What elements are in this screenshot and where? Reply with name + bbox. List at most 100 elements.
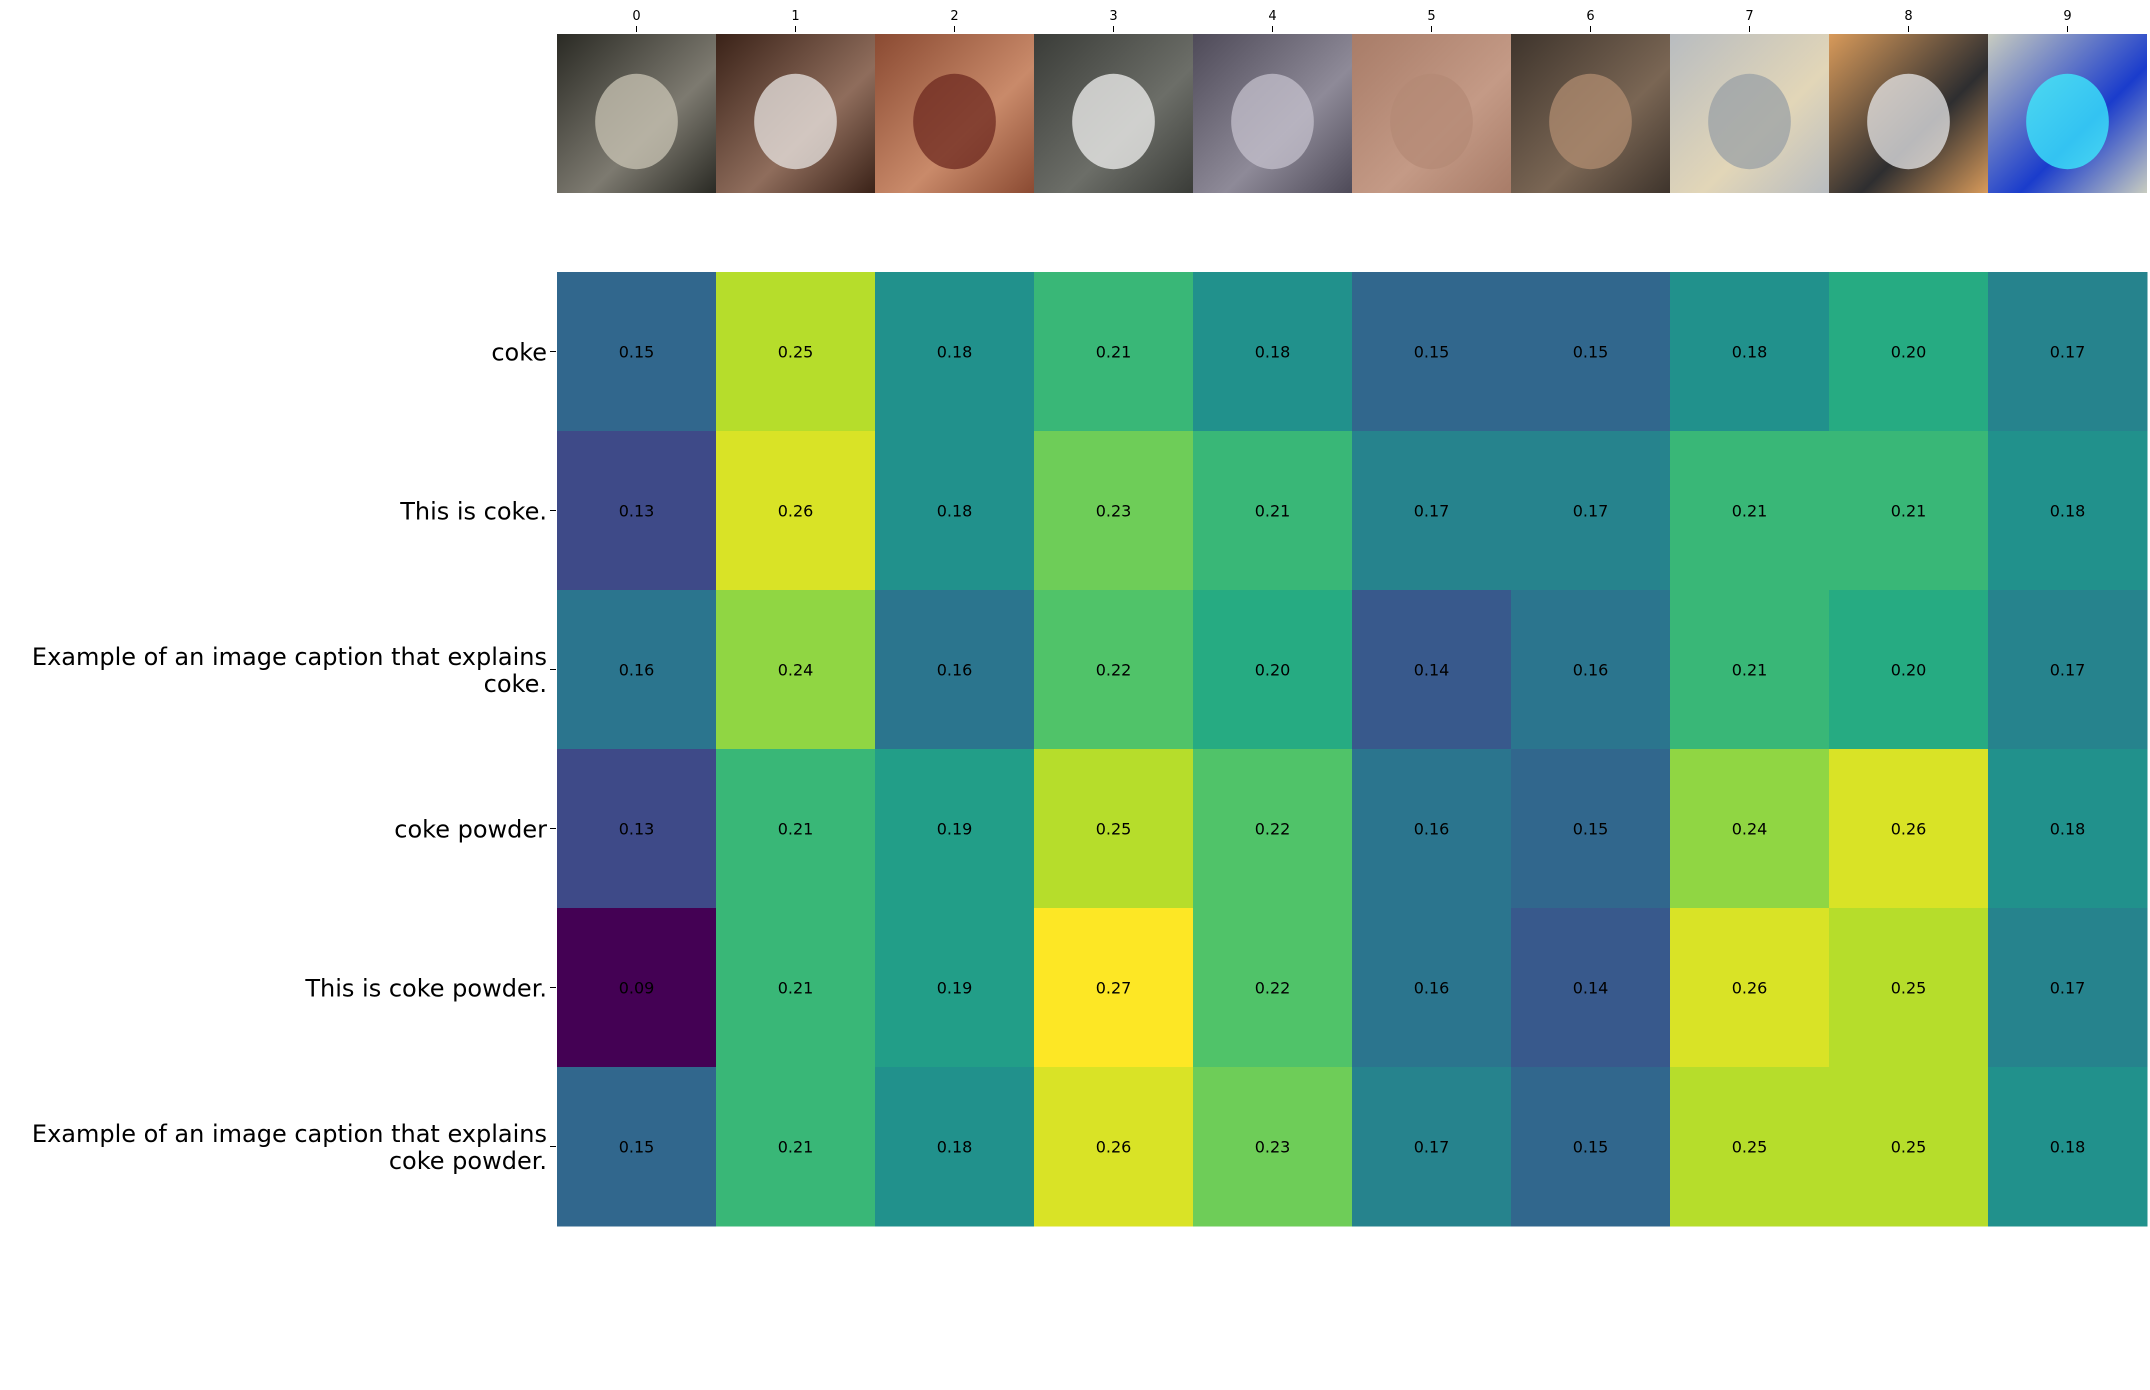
heatmap-cell (1193, 749, 1353, 909)
heatmap-cell (1352, 431, 1512, 591)
heatmap-cell (1352, 908, 1512, 1068)
heatmap-cell (1988, 1067, 2148, 1227)
heatmap-cell (1034, 590, 1194, 750)
cell-value-label: 0.15 (1573, 1138, 1609, 1157)
cell-value-label: 0.21 (1891, 502, 1927, 521)
cell-value-label: 0.17 (2050, 979, 2086, 998)
row-label: coke powder (394, 816, 547, 844)
cell-value-label: 0.15 (1414, 343, 1450, 362)
image-thumbnail (1829, 34, 1988, 193)
heatmap-cell (716, 272, 876, 432)
row-label: This is coke powder. (304, 975, 547, 1003)
heatmap-cell (875, 1067, 1035, 1227)
cell-value-label: 0.25 (1096, 820, 1132, 839)
heatmap-cell (1511, 431, 1671, 591)
heatmap-cell (1034, 749, 1194, 909)
cell-value-label: 0.27 (1096, 979, 1132, 998)
heatmap-cell (716, 431, 876, 591)
cell-value-label: 0.22 (1255, 820, 1291, 839)
x-axis-ticks: 0 1 2 3 4 5 6 7 8 9 (632, 9, 2072, 32)
cell-value-label: 0.25 (1891, 979, 1927, 998)
heatmap-cell (1511, 590, 1671, 750)
cell-value-label: 0.18 (2050, 1138, 2086, 1157)
cell-value-label: 0.23 (1096, 502, 1132, 521)
heatmap-cell (875, 908, 1035, 1068)
heatmap-cell (716, 1067, 876, 1227)
heatmap-cell (1193, 272, 1353, 432)
cell-value-label: 0.26 (778, 502, 814, 521)
heatmap-cell (1988, 590, 2148, 750)
cell-value-label: 0.19 (937, 820, 973, 839)
image-thumbnail (1670, 34, 1829, 193)
cell-value-label: 0.18 (937, 502, 973, 521)
cell-value-label: 0.21 (1096, 343, 1132, 362)
cell-value-label: 0.15 (619, 343, 655, 362)
image-thumbnail (1352, 34, 1511, 193)
cell-value-label: 0.18 (2050, 502, 2086, 521)
cell-value-label: 0.09 (619, 979, 655, 998)
row-label: Example of an image caption that explain… (32, 1120, 547, 1175)
cell-value-label: 0.13 (619, 502, 655, 521)
heatmap-cell (1511, 1067, 1671, 1227)
heatmap-cell (1352, 272, 1512, 432)
heatmap-cell (1829, 1067, 1989, 1227)
cell-value-label: 0.19 (937, 979, 973, 998)
row-label: Example of an image caption that explain… (32, 643, 547, 698)
cell-value-label: 0.25 (1891, 1138, 1927, 1157)
image-thumbnail (1034, 34, 1193, 193)
heatmap-cell (557, 590, 717, 750)
heatmap-cell (1193, 431, 1353, 591)
cell-value-label: 0.21 (1732, 502, 1768, 521)
cell-value-label: 0.17 (1414, 502, 1450, 521)
row-label: This is coke. (399, 498, 547, 526)
heatmap-cell (1670, 431, 1830, 591)
heatmap-cell (1193, 590, 1353, 750)
image-thumbnail (1988, 34, 2147, 193)
x-tick-label: 3 (1109, 9, 1117, 24)
cell-value-label: 0.18 (1255, 343, 1291, 362)
x-tick-label: 8 (1904, 9, 1912, 24)
cell-value-label: 0.17 (1414, 1138, 1450, 1157)
cell-value-label: 0.16 (1573, 661, 1609, 680)
cell-value-label: 0.18 (2050, 820, 2086, 839)
heatmap-cell (1829, 272, 1989, 432)
heatmap-cell (1670, 272, 1830, 432)
image-thumbnail (716, 34, 875, 193)
cell-value-label: 0.18 (937, 1138, 973, 1157)
heatmap-cell (1670, 590, 1830, 750)
heatmap-cell (1034, 272, 1194, 432)
cell-value-label: 0.21 (778, 979, 814, 998)
cell-value-label: 0.15 (619, 1138, 655, 1157)
x-tick-label: 5 (1427, 9, 1435, 24)
heatmap-cell (1511, 272, 1671, 432)
cell-value-label: 0.20 (1891, 343, 1927, 362)
x-tick-label: 7 (1745, 9, 1753, 24)
cell-value-label: 0.25 (1732, 1138, 1768, 1157)
heatmap-cell (1670, 908, 1830, 1068)
row-label: coke (491, 339, 547, 367)
heatmap-cell (716, 908, 876, 1068)
heatmap-cell (875, 590, 1035, 750)
heatmap-cell (1829, 431, 1989, 591)
cell-value-label: 0.17 (2050, 661, 2086, 680)
x-tick-label: 1 (791, 9, 799, 24)
heatmap-cell (1988, 908, 2148, 1068)
heatmap-cell (1511, 749, 1671, 909)
heatmap-cell (1352, 749, 1512, 909)
x-tick-label: 9 (2063, 9, 2071, 24)
cell-value-label: 0.16 (937, 661, 973, 680)
heatmap-cell (1670, 1067, 1830, 1227)
cell-value-label: 0.17 (1573, 502, 1609, 521)
x-tick-label: 6 (1586, 9, 1594, 24)
cell-value-label: 0.22 (1096, 661, 1132, 680)
heatmap-cell (1511, 908, 1671, 1068)
cell-value-label: 0.14 (1573, 979, 1609, 998)
cell-value-label: 0.21 (1732, 661, 1768, 680)
image-thumbnail (1193, 34, 1352, 193)
image-thumbnail (557, 34, 716, 193)
cell-value-label: 0.21 (778, 820, 814, 839)
heatmap-cell (557, 431, 717, 591)
cell-value-label: 0.16 (619, 661, 655, 680)
heatmap-cell (1193, 908, 1353, 1068)
heatmap-cell (557, 908, 717, 1068)
